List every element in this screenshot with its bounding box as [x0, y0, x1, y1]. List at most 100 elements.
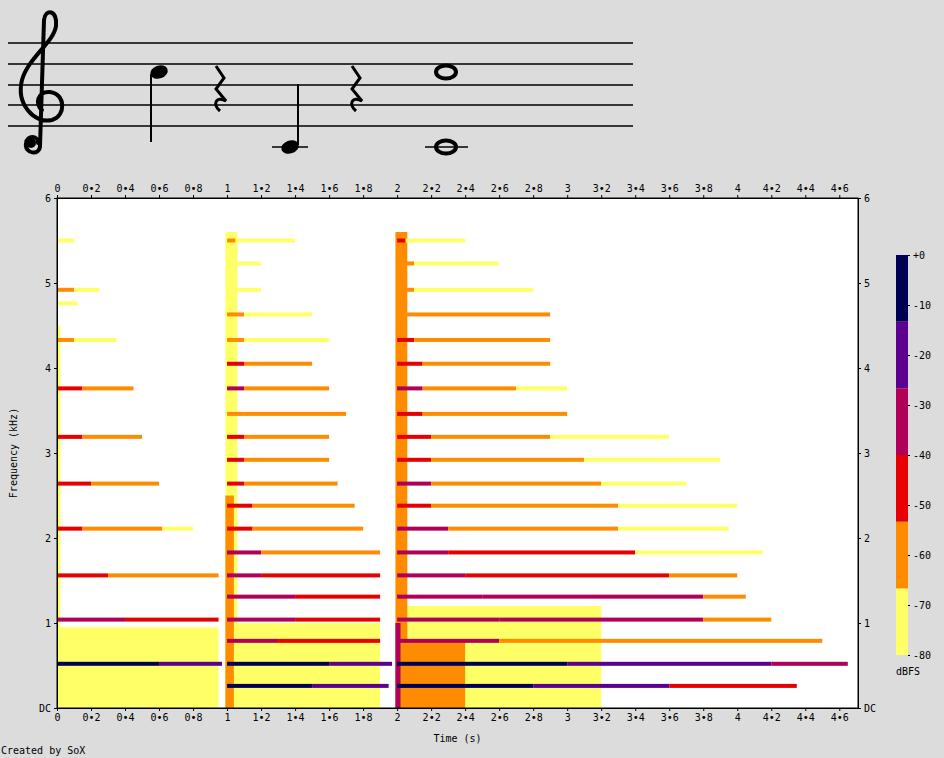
tick: 0 — [54, 183, 60, 198]
tick: 3•2 — [593, 183, 611, 198]
harmonic-streak — [74, 338, 117, 342]
tick: 2•6 — [491, 183, 509, 198]
harmonic-streak — [397, 435, 431, 439]
harmonic-streak — [397, 595, 482, 599]
tick: 1•2 — [253, 183, 271, 198]
harmonic-streak — [83, 527, 163, 531]
tick-mark — [858, 708, 861, 709]
whole-note — [436, 66, 456, 79]
tick-mark — [839, 195, 840, 198]
tick: 2•8 — [525, 183, 543, 198]
tick: 4 — [735, 183, 741, 198]
tick-mark — [858, 368, 861, 369]
tick: 0•2 — [82, 708, 100, 723]
tick-label: 3•2 — [593, 183, 611, 194]
harmonic-streak — [414, 338, 550, 342]
plot-frame — [57, 198, 858, 708]
tick-label: 0•6 — [151, 183, 169, 194]
tick-label: 4•4 — [797, 183, 815, 194]
tick-label: DC — [39, 703, 51, 714]
tick-label: 4•2 — [763, 183, 781, 194]
harmonic-streak — [431, 458, 584, 462]
tick: 4•6 — [831, 183, 849, 198]
tick: 4 — [735, 708, 741, 723]
tick-mark — [858, 283, 861, 284]
tick-mark — [363, 195, 364, 198]
harmonic-streak — [423, 386, 517, 390]
harmonic-streak — [227, 338, 244, 342]
tick: -10 — [908, 300, 931, 311]
tick-mark — [57, 195, 58, 198]
tick-label: 1 — [225, 183, 231, 194]
tick-mark — [193, 708, 194, 711]
tick-label: 1•2 — [253, 712, 271, 723]
harmonic-streak — [397, 482, 431, 486]
tick: 1•8 — [355, 183, 373, 198]
tick: 3 — [565, 708, 571, 723]
tick: 2•2 — [423, 183, 441, 198]
tick-label: DC — [864, 703, 876, 714]
harmonic-streak — [703, 618, 771, 622]
harmonic-streak — [227, 261, 261, 265]
tick: -40 — [908, 450, 931, 461]
harmonic-streak — [397, 288, 414, 292]
tick-label: 0•8 — [185, 712, 203, 723]
tick-mark — [737, 708, 738, 711]
harmonic-streak — [618, 504, 737, 508]
tick: 0•2 — [82, 183, 100, 198]
tick-label: 1 — [45, 618, 51, 629]
plot-area — [57, 198, 858, 708]
tick-label: 4 — [735, 712, 741, 723]
tick-label: -80 — [913, 650, 931, 661]
harmonic-streak — [57, 288, 74, 292]
tick-label: -60 — [913, 550, 931, 561]
tick: 0•4 — [116, 183, 134, 198]
tick-mark — [703, 195, 704, 198]
tick: 3•8 — [695, 708, 713, 723]
colorbar-swatch — [896, 322, 908, 389]
axis-line — [58, 708, 859, 709]
tick: 1 — [45, 618, 57, 629]
tick: -50 — [908, 500, 931, 511]
staff-line — [8, 63, 633, 65]
background — [0, 0, 944, 758]
tick: 3•6 — [661, 183, 679, 198]
harmonic-streak — [227, 386, 244, 390]
tick-mark — [54, 623, 57, 624]
harmonic-streak — [227, 312, 244, 316]
spectrogram-cells — [57, 232, 848, 708]
harmonic-streak — [57, 662, 159, 666]
x-axis-title: Time (s) — [433, 733, 481, 744]
tick-label: 0•6 — [151, 712, 169, 723]
tick-label: 3•8 — [695, 183, 713, 194]
harmonic-streak — [414, 312, 550, 316]
tick-mark — [54, 198, 57, 199]
harmonic-streak — [244, 312, 312, 316]
treble-clef-dot — [26, 138, 36, 148]
harmonic-streak — [244, 362, 312, 366]
tick-mark — [295, 195, 296, 198]
harmonic-streak — [227, 618, 295, 622]
tick-label: 1 — [864, 618, 870, 629]
tick: 4•2 — [763, 708, 781, 723]
tick-label: -10 — [913, 300, 931, 311]
quarter-rest — [352, 66, 362, 111]
tick: 5 — [858, 278, 870, 289]
tick-mark — [397, 195, 398, 198]
harmonic-streak — [771, 662, 848, 666]
tick-mark — [908, 555, 910, 556]
tick-mark — [193, 195, 194, 198]
tick-mark — [737, 195, 738, 198]
tick-label: 1•4 — [287, 183, 305, 194]
tick: 2 — [45, 533, 57, 544]
harmonic-streak — [227, 527, 253, 531]
tick-mark — [908, 655, 910, 656]
tick: 1•2 — [253, 708, 271, 723]
harmonic-streak — [448, 527, 618, 531]
axis-line — [57, 199, 58, 709]
colorbar-title: dBFS — [896, 666, 920, 677]
harmonic-streak — [397, 458, 431, 462]
y-axis-title: Frequency (kHz) — [8, 408, 19, 498]
harmonic-streak — [397, 573, 465, 577]
tick-label: -40 — [913, 450, 931, 461]
